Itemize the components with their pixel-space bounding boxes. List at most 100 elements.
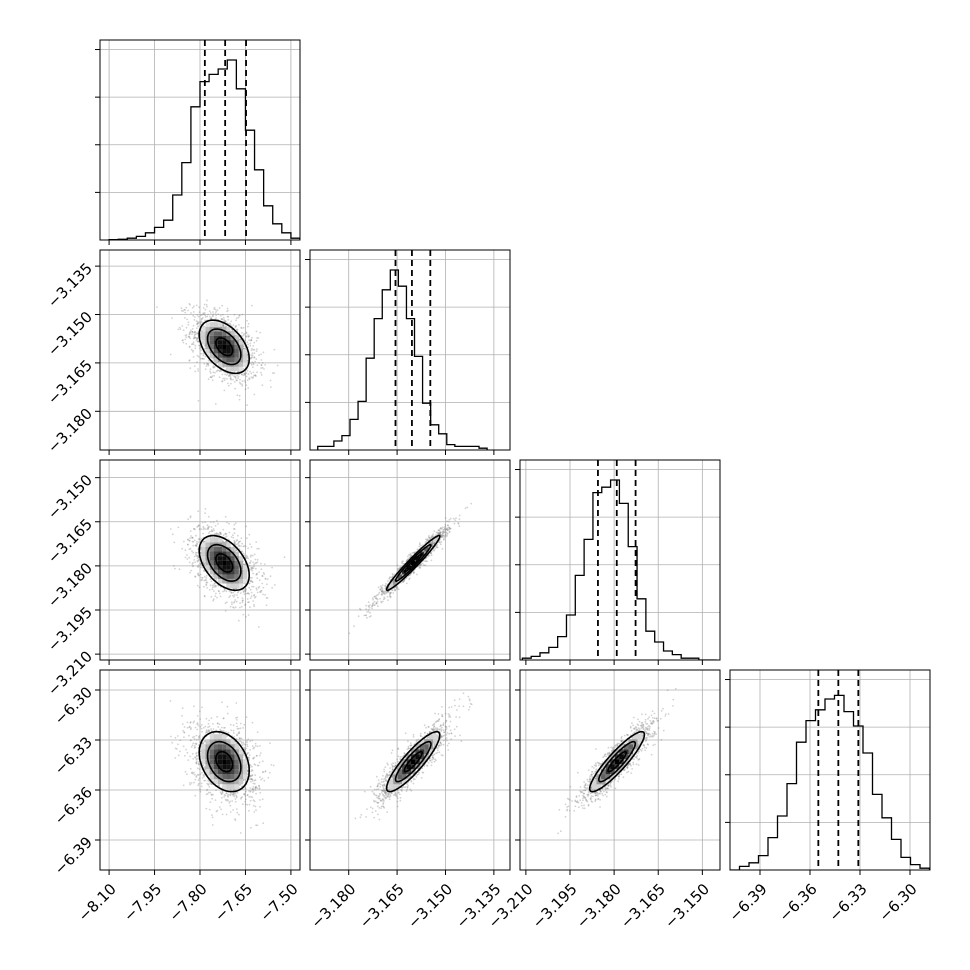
sample-point <box>191 331 194 333</box>
sample-point <box>464 507 467 510</box>
sample-point <box>196 560 199 563</box>
sample-point <box>206 363 208 365</box>
sample-point <box>409 574 411 577</box>
sample-point <box>188 548 191 551</box>
sample-point <box>227 309 229 312</box>
sample-point <box>230 378 233 381</box>
sample-point <box>194 333 197 336</box>
sample-point <box>186 543 189 546</box>
sample-point <box>191 331 194 333</box>
sample-point <box>395 587 398 589</box>
sample-point <box>227 384 230 387</box>
sample-point <box>178 568 181 571</box>
sample-point <box>196 584 199 587</box>
sample-point <box>241 542 244 545</box>
sample-point <box>203 575 206 578</box>
sample-point <box>244 604 247 607</box>
sample-point <box>187 538 190 541</box>
sample-point <box>424 560 426 563</box>
sample-point <box>223 588 226 591</box>
density-cell <box>222 578 227 584</box>
sample-point <box>212 311 214 313</box>
sample-point <box>173 541 176 544</box>
sample-point <box>233 595 235 598</box>
sample-point <box>388 595 391 598</box>
sample-point <box>247 373 250 375</box>
density-cell <box>213 547 218 552</box>
sample-point <box>233 607 236 609</box>
sample-point <box>199 538 201 541</box>
sample-point <box>425 538 427 541</box>
sample-point <box>203 562 206 565</box>
sample-point <box>209 370 212 373</box>
sample-point <box>251 354 254 357</box>
sample-point <box>198 344 200 347</box>
sample-point <box>383 597 386 600</box>
sample-point <box>224 320 227 323</box>
sample-point <box>202 316 204 319</box>
sample-point <box>222 528 225 531</box>
sample-point <box>213 590 215 592</box>
density-cell <box>213 537 218 543</box>
sample-point <box>439 541 441 544</box>
sample-point <box>225 540 228 543</box>
sample-point <box>209 536 212 539</box>
sample-point <box>179 750 181 753</box>
sample-point <box>264 577 267 580</box>
sample-point <box>210 580 213 583</box>
sample-point <box>438 541 441 544</box>
density-cell <box>230 344 235 349</box>
sample-point <box>246 555 249 558</box>
sample-point <box>382 592 385 594</box>
sample-point <box>238 324 240 326</box>
sample-point <box>234 387 237 390</box>
sample-point <box>197 565 200 568</box>
sample-point <box>251 352 254 354</box>
scatter-panel-1-2 <box>95 249 301 455</box>
sample-point <box>235 377 237 379</box>
sample-point <box>242 343 245 346</box>
sample-point <box>206 524 209 527</box>
sample-point <box>192 540 195 543</box>
sample-point <box>437 532 440 534</box>
sample-point <box>197 564 200 566</box>
sample-point <box>230 591 233 594</box>
density-cell <box>201 556 206 561</box>
sample-point <box>371 607 373 610</box>
sample-point <box>440 536 443 538</box>
density-cell <box>209 542 214 547</box>
sample-point <box>193 559 196 561</box>
sample-point <box>419 566 422 569</box>
sample-point <box>379 585 382 587</box>
sample-point <box>186 558 189 560</box>
sample-point <box>218 307 221 309</box>
sample-point <box>209 376 212 378</box>
sample-point <box>249 606 251 609</box>
sample-point <box>177 526 180 529</box>
sample-point <box>408 578 410 581</box>
sample-point <box>244 589 247 592</box>
sample-point <box>186 538 189 541</box>
sample-point <box>199 323 202 326</box>
sample-point <box>389 595 392 598</box>
density-cell <box>218 340 223 345</box>
sample-point <box>255 824 257 827</box>
sample-point <box>247 335 250 338</box>
sample-point <box>208 774 210 776</box>
sample-point <box>243 545 246 547</box>
sample-point <box>247 335 250 338</box>
sample-point <box>205 577 208 579</box>
sample-point <box>438 533 441 535</box>
sample-point <box>193 555 196 558</box>
sample-point <box>426 539 429 542</box>
sample-point <box>182 310 185 312</box>
sample-point <box>250 775 253 778</box>
sample-point <box>227 731 230 734</box>
sample-point <box>220 533 222 535</box>
sample-point <box>233 313 236 316</box>
sample-point <box>204 528 207 531</box>
sample-point <box>224 373 227 376</box>
sample-point <box>390 591 392 594</box>
sample-point <box>193 337 196 340</box>
sample-point <box>192 349 194 352</box>
